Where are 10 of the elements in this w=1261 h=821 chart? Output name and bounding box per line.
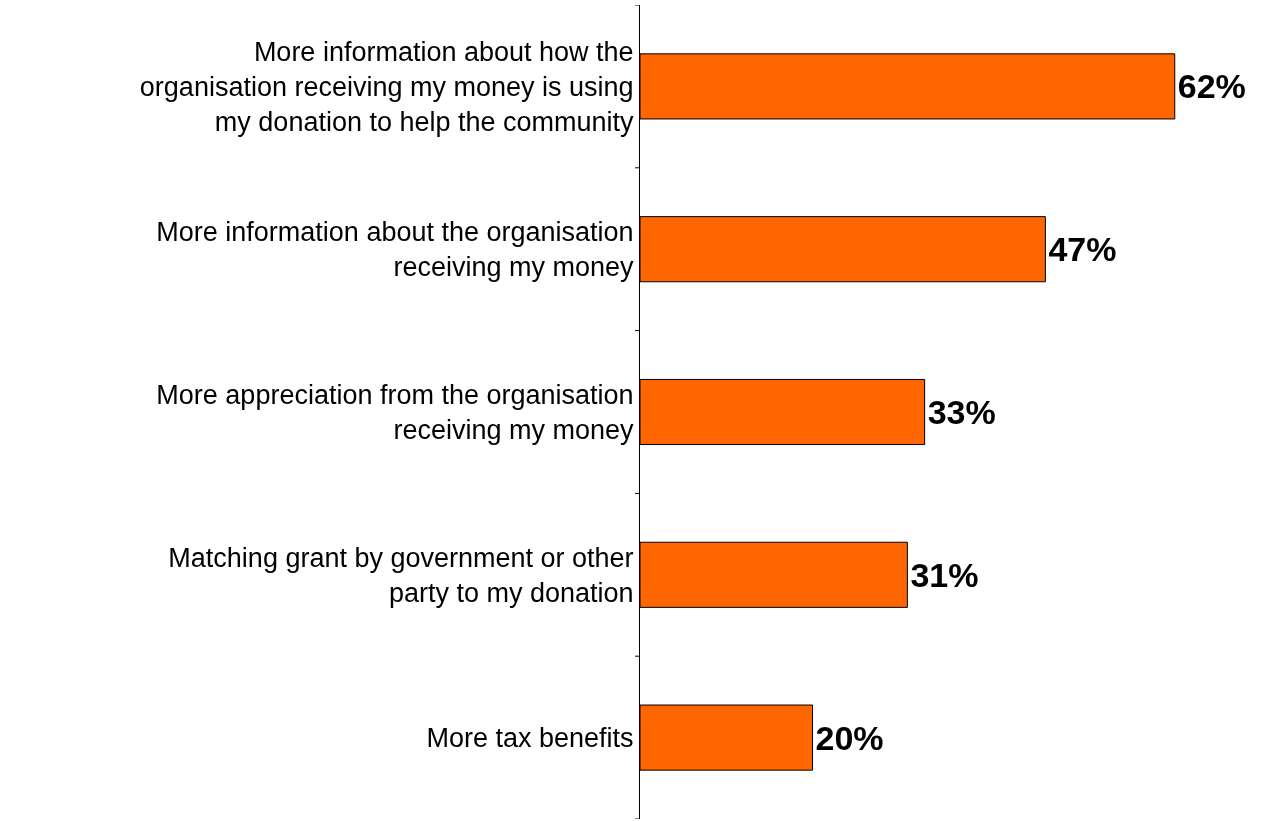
y-tick-label: More information about the organisation receiving my money <box>156 217 635 283</box>
y-tick-label: More appreciation from the organisation receiving my money <box>156 379 635 445</box>
data-label: 33% <box>927 393 996 431</box>
y-tick-label: More tax benefits <box>426 723 634 754</box>
data-label: 31% <box>910 555 979 594</box>
data-label: 47% <box>1048 230 1117 269</box>
y-tick-label: More information about how the organisation receiving my money is using my donation to help the community <box>139 36 635 137</box>
y-tick-label: Matching grant by government or other party to my donation <box>168 542 634 608</box>
data-label: 20% <box>815 718 884 757</box>
data-label: 62% <box>1177 67 1246 106</box>
